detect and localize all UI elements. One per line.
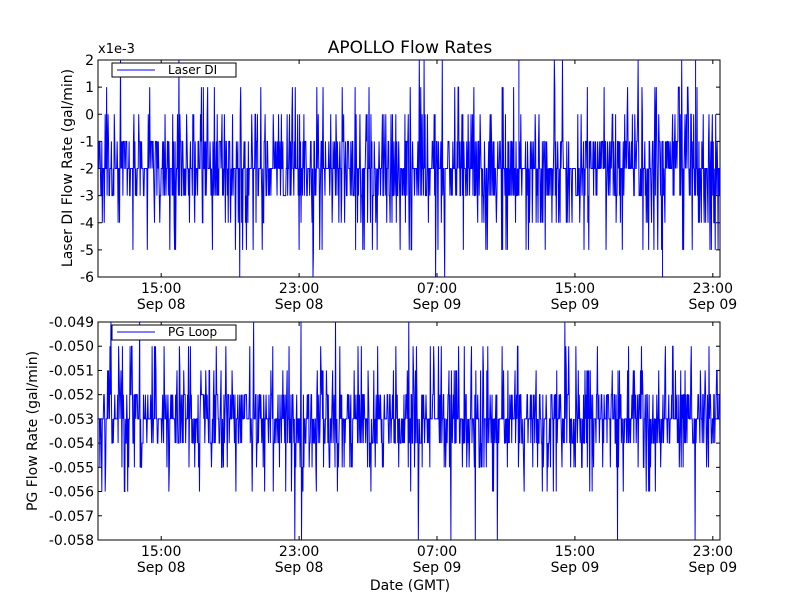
bottom-trace-group — [98, 322, 720, 540]
bottom-x-tick-time: 23:00 — [279, 544, 319, 560]
top-panel: x1e-3 Laser DI Flow Rate (gal/min) 2 1 0 -1… — [60, 42, 737, 313]
top-y-tick-label: -2 — [80, 162, 94, 178]
chart-title: APOLLO Flow Rates — [328, 38, 493, 58]
bottom-x-tick-time: 15:00 — [141, 544, 181, 560]
bottom-x-tick-date: Sep 08 — [137, 560, 186, 576]
bottom-x-tick-date: Sep 08 — [275, 560, 324, 576]
bottom-legend: PG Loop — [111, 324, 237, 341]
bottom-y-tick-label: -0.052 — [49, 388, 94, 404]
bottom-legend-label: PG Loop — [168, 325, 217, 339]
top-x-tick-date: Sep 09 — [551, 297, 600, 313]
top-trace-group — [98, 60, 720, 277]
bottom-y-tick-label: -0.049 — [49, 315, 94, 331]
bottom-x-tick-time: 15:00 — [555, 544, 595, 560]
top-x-tick-date: Sep 09 — [413, 297, 462, 313]
top-y-tick-label: -6 — [80, 270, 94, 286]
top-y-tick-label: -4 — [80, 216, 94, 232]
bottom-y-tick-label: -0.056 — [49, 485, 94, 501]
top-x-tick-time: 15:00 — [141, 281, 181, 297]
bottom-y-tick-label: -0.058 — [49, 533, 94, 549]
bottom-y-tick-label: -0.055 — [49, 460, 94, 476]
top-y-tick-label: 1 — [85, 80, 94, 96]
bottom-y-tick-label: -0.053 — [49, 412, 94, 428]
bottom-y-ticks: -0.049 -0.050 -0.051 -0.052 -0.053 -0.054 -0.0… — [49, 315, 720, 549]
top-x-tick-date: Sep 09 — [688, 297, 737, 313]
top-x-tick-time: 15:00 — [555, 281, 595, 297]
top-y-tick-label: -3 — [80, 189, 94, 205]
top-y-tick-label: 2 — [85, 53, 94, 69]
top-y-axis-label: Laser DI Flow Rate (gal/min) — [60, 69, 76, 267]
bottom-panel: PG Flow Rate (gal/min) -0.049 -0.050 -0.05… — [25, 315, 737, 576]
top-x-tick-date: Sep 08 — [275, 297, 324, 313]
top-legend: Laser DI — [111, 62, 237, 78]
top-x-tick-time: 07:00 — [417, 281, 457, 297]
bottom-x-tick-date: Sep 09 — [551, 560, 600, 576]
top-x-tick-time: 23:00 — [279, 281, 319, 297]
x-axis-label: Date (GMT) — [370, 578, 450, 594]
top-y-tick-label: -1 — [80, 134, 94, 150]
top-x-tick-date: Sep 08 — [137, 297, 186, 313]
top-y-tick-label: -5 — [80, 243, 94, 259]
bottom-y-axis-label: PG Flow Rate (gal/min) — [25, 351, 41, 511]
bottom-y-tick-label: -0.054 — [49, 436, 94, 452]
bottom-y-tick-label: -0.051 — [49, 363, 94, 379]
top-x-tick-time: 23:00 — [693, 281, 733, 297]
bottom-x-tick-time: 07:00 — [417, 544, 457, 560]
bottom-x-tick-time: 23:00 — [693, 544, 733, 560]
bottom-x-tick-date: Sep 09 — [413, 560, 462, 576]
top-series-line — [98, 60, 720, 277]
top-y-tick-label: 0 — [85, 107, 94, 123]
bottom-x-tick-date: Sep 09 — [688, 560, 737, 576]
bottom-series-line — [98, 322, 720, 540]
bottom-y-tick-label: -0.057 — [49, 509, 94, 525]
top-legend-box — [111, 62, 237, 78]
top-legend-label: Laser DI — [168, 63, 217, 77]
bottom-y-tick-label: -0.050 — [49, 339, 94, 355]
top-offset-label: x1e-3 — [98, 42, 135, 57]
bottom-legend-box — [111, 324, 237, 341]
